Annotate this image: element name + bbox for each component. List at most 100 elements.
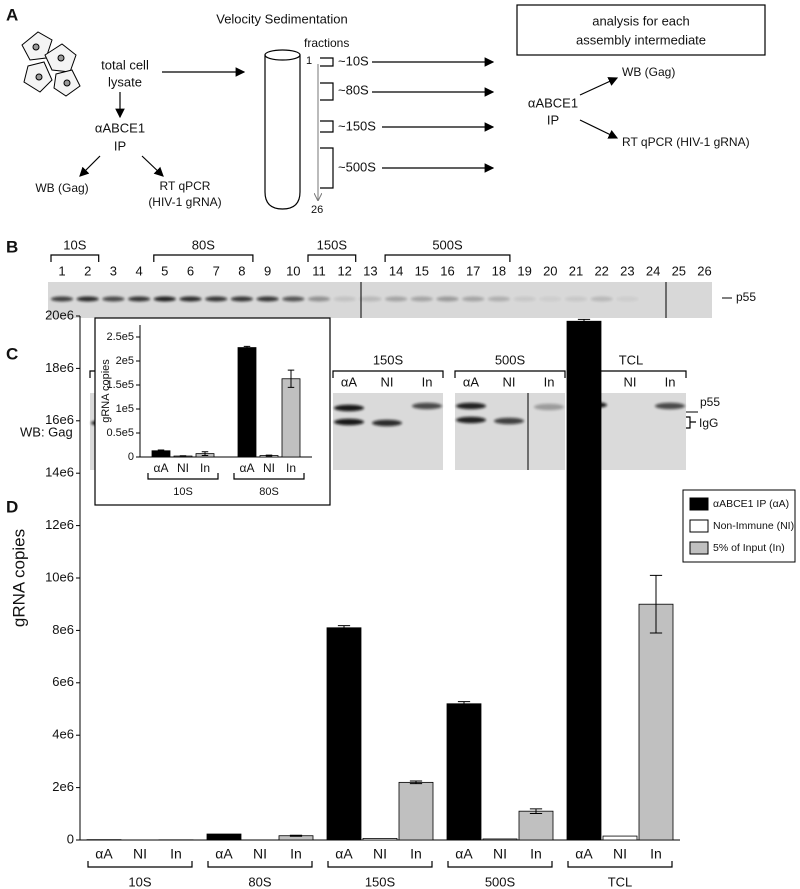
row-label: WB: Gag bbox=[20, 424, 73, 439]
lane-number: 2 bbox=[84, 263, 91, 278]
lane-label: NI bbox=[381, 374, 394, 389]
bar-label: In bbox=[410, 846, 422, 862]
blot-band bbox=[153, 296, 176, 302]
y-tick-label: 4e6 bbox=[52, 727, 74, 742]
legend-swatch bbox=[689, 519, 709, 533]
pool-label: 80S bbox=[192, 237, 215, 252]
lane-number: 6 bbox=[187, 263, 194, 278]
bar-label: NI bbox=[493, 846, 507, 862]
lane-label: In bbox=[422, 374, 433, 389]
blot-band bbox=[372, 419, 402, 427]
error-bar bbox=[157, 449, 165, 452]
wb-label: WB (Gag) bbox=[35, 181, 88, 195]
band-label: IgG bbox=[699, 416, 718, 430]
bar bbox=[362, 838, 398, 841]
x-tick-label: 10S bbox=[128, 874, 151, 889]
lane-number: 24 bbox=[646, 263, 660, 278]
error-bar bbox=[201, 451, 209, 457]
y-tick-label: 1.5e5 bbox=[106, 379, 134, 391]
blot-band bbox=[539, 296, 562, 302]
bar-label: NI bbox=[613, 846, 627, 862]
panel-d: 0 2e6 4e6 6e6 8e6 10e6 12e6 14e6 16e6 18e6 20e6 gRN… bbox=[9, 307, 796, 889]
ip-label: αABCE1 bbox=[95, 120, 145, 135]
error-bar bbox=[577, 318, 591, 324]
bar-label: In bbox=[170, 846, 182, 862]
lane-number: 21 bbox=[569, 263, 583, 278]
legend-label: αABCE1 IP (αA) bbox=[713, 498, 789, 510]
bar-label: In bbox=[650, 846, 662, 862]
arrow bbox=[579, 77, 619, 96]
bar bbox=[602, 835, 638, 841]
sedimentation-title: Velocity Sedimentation bbox=[216, 11, 348, 26]
panel-label: D bbox=[6, 497, 18, 516]
bar-label: In bbox=[286, 461, 296, 475]
bar bbox=[566, 320, 602, 841]
blot-band bbox=[436, 296, 459, 302]
y-tick-label: 14e6 bbox=[45, 465, 74, 480]
bar-label: αA bbox=[455, 846, 473, 862]
fraction-number: 1 bbox=[306, 55, 312, 67]
panel-label: C bbox=[6, 344, 18, 363]
bar bbox=[446, 703, 482, 841]
lane-number: 12 bbox=[337, 263, 351, 278]
qpcr-label: (HIV-1 gRNA) bbox=[148, 195, 221, 209]
panel-label: A bbox=[6, 5, 18, 24]
ip-label: IP bbox=[547, 112, 559, 127]
y-tick-label: 16e6 bbox=[45, 412, 74, 427]
blot-band bbox=[494, 417, 524, 425]
error-bar bbox=[265, 454, 273, 457]
lane-number: 5 bbox=[161, 263, 168, 278]
bar-label: αA bbox=[335, 846, 353, 862]
panel-b: B p55 1 2 3 4 5 6 7 8 9 10 11 12 13 14 15 16 17 18 19 20 21 2… bbox=[6, 237, 756, 318]
bar-label: NI bbox=[177, 461, 189, 475]
pool-label: ~80S bbox=[338, 82, 369, 97]
y-tick-label: 1e5 bbox=[116, 403, 134, 415]
lane-number: 26 bbox=[697, 263, 711, 278]
bar bbox=[326, 627, 362, 841]
pool-bracket bbox=[153, 254, 254, 262]
legend-swatch bbox=[689, 497, 709, 511]
bracket bbox=[320, 57, 334, 67]
blot-band bbox=[616, 296, 639, 302]
error-bar bbox=[289, 834, 303, 837]
lane-label: NI bbox=[503, 374, 516, 389]
pool-bracket bbox=[384, 254, 511, 262]
lane-label: In bbox=[665, 374, 676, 389]
blot-band bbox=[359, 296, 382, 302]
blot-band bbox=[256, 296, 279, 302]
bar bbox=[206, 833, 242, 841]
blot-band bbox=[179, 296, 202, 302]
lane-number: 14 bbox=[389, 263, 403, 278]
ip-label: IP bbox=[114, 138, 126, 153]
bar bbox=[518, 810, 554, 841]
group-label: 150S bbox=[373, 352, 404, 367]
bar-label: NI bbox=[253, 846, 267, 862]
y-tick-label: 0 bbox=[67, 831, 74, 846]
error-bar bbox=[337, 625, 351, 631]
cells-icon bbox=[21, 31, 81, 97]
y-tick-label: 6e6 bbox=[52, 674, 74, 689]
bar-label: In bbox=[290, 846, 302, 862]
error-bar bbox=[529, 808, 543, 815]
pool-label: 150S bbox=[317, 237, 348, 252]
y-tick-label: 0 bbox=[128, 451, 134, 463]
legend-label: Non-Immune (NI) bbox=[713, 520, 794, 532]
bracket bbox=[320, 82, 334, 101]
panel-label: B bbox=[6, 237, 18, 256]
x-tick-label: 500S bbox=[485, 874, 516, 889]
qpcr-label: RT qPCR bbox=[160, 179, 211, 193]
tube-top bbox=[264, 49, 301, 61]
blot-band bbox=[565, 296, 587, 302]
blot-band bbox=[412, 402, 442, 410]
wb-label: WB (Gag) bbox=[622, 65, 675, 79]
bracket bbox=[320, 120, 334, 133]
blot-band bbox=[205, 296, 228, 302]
y-tick-label: 2e6 bbox=[52, 779, 74, 794]
bar-label: NI bbox=[373, 846, 387, 862]
bar-label: αA bbox=[240, 461, 255, 475]
y-axis-label: gRNA copies bbox=[100, 359, 112, 423]
pool-label: ~150S bbox=[338, 118, 376, 133]
lane-number: 25 bbox=[672, 263, 686, 278]
pool-label: ~10S bbox=[338, 53, 369, 68]
group-bracket bbox=[447, 861, 553, 868]
